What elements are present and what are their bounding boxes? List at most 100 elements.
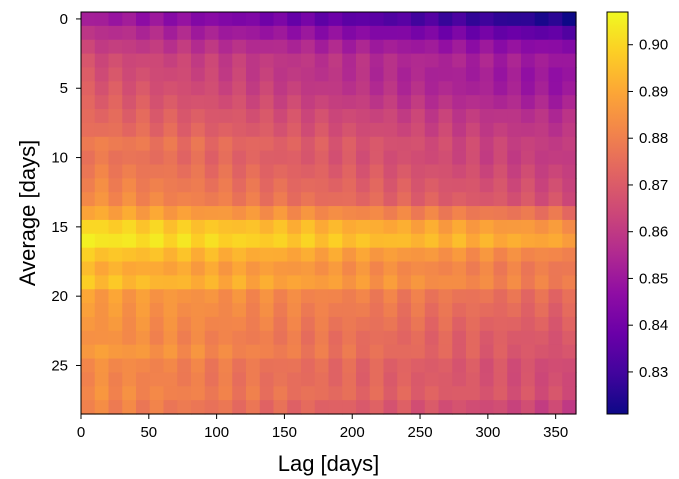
heatmap-cell (424, 81, 440, 96)
heatmap-cell (149, 39, 165, 55)
heatmap-cell (301, 275, 316, 290)
heatmap-cell (507, 164, 522, 179)
heatmap-cell (342, 53, 357, 69)
heatmap-cell (232, 233, 247, 249)
heatmap-cell (163, 247, 178, 263)
heatmap-cell (521, 192, 536, 207)
heatmap-cell (94, 39, 110, 55)
heatmap-cell (301, 109, 316, 124)
plot-frame (80, 11, 577, 415)
heatmap-cell (424, 316, 440, 332)
heatmap-cell (424, 330, 440, 346)
heatmap-cell (232, 358, 247, 374)
heatmap-cell (301, 81, 316, 96)
heatmap-cell (342, 358, 357, 374)
heatmap-cell (534, 53, 550, 69)
colorbar-tick-label: 0.87 (639, 177, 668, 194)
heatmap-cell (356, 386, 371, 401)
heatmap-cell (328, 358, 343, 374)
heatmap-cell (397, 53, 412, 69)
heatmap-cell (438, 247, 453, 263)
heatmap-cell (411, 178, 426, 193)
heatmap-cell (356, 275, 371, 290)
heatmap-cell (438, 303, 453, 318)
heatmap-cell (562, 261, 577, 276)
heatmap-cell (342, 400, 357, 415)
heatmap-cell (466, 136, 481, 152)
heatmap-cell (259, 261, 275, 276)
x-tick-label: 0 (77, 424, 85, 441)
heatmap-cell (493, 261, 508, 276)
heatmap-cell (246, 192, 261, 207)
heatmap-cell (149, 206, 165, 221)
heatmap-cell (191, 233, 206, 249)
heatmap-cell (383, 358, 398, 374)
heatmap-cell (328, 178, 343, 193)
heatmap-cell (383, 178, 398, 193)
heatmap-cell (493, 81, 508, 96)
heatmap-cell (136, 67, 151, 82)
heatmap-cell (177, 25, 192, 41)
heatmap-cell (218, 386, 233, 401)
heatmap-cell (521, 247, 536, 263)
heatmap-cell (149, 219, 165, 235)
heatmap-cell (548, 39, 563, 55)
y-tick-label: 5 (60, 80, 68, 97)
heatmap-cell (424, 95, 440, 110)
x-tick-label: 150 (272, 424, 297, 441)
heatmap-cell (177, 303, 192, 318)
heatmap-cell (191, 330, 206, 346)
heatmap-cell (108, 386, 123, 401)
heatmap-cell (479, 247, 495, 263)
heatmap-cell (397, 192, 412, 207)
heatmap-cell (94, 206, 110, 221)
heatmap-cell (314, 192, 330, 207)
heatmap-cell (204, 303, 220, 318)
heatmap-cell (204, 344, 220, 360)
heatmap-cell (81, 39, 96, 55)
heatmap-cell (562, 400, 577, 415)
heatmap-cell (191, 344, 206, 360)
heatmap-cell (191, 67, 206, 82)
heatmap-cell (163, 81, 178, 96)
heatmap-cell (163, 233, 178, 249)
heatmap-cell (466, 206, 481, 221)
heatmap-cell (204, 39, 220, 55)
heatmap-cell (108, 39, 123, 55)
heatmap-cell (424, 164, 440, 179)
heatmap-cell (411, 206, 426, 221)
heatmap-cell (507, 330, 522, 346)
heatmap-cell (136, 261, 151, 276)
heatmap-cell (493, 247, 508, 263)
heatmap-cell (287, 400, 302, 415)
heatmap-cell (424, 386, 440, 401)
heatmap-cell (479, 67, 495, 82)
heatmap-cell (287, 372, 302, 387)
heatmap-cell (218, 53, 233, 69)
heatmap-cell (328, 164, 343, 179)
heatmap-cell (383, 275, 398, 290)
heatmap-cell (259, 67, 275, 82)
heatmap-cell (479, 386, 495, 401)
heatmap-cell (479, 192, 495, 207)
heatmap-cell (397, 150, 412, 166)
heatmap-cell (438, 25, 453, 41)
heatmap-cell (301, 219, 316, 235)
heatmap-cell (218, 358, 233, 374)
heatmap-cell (287, 233, 302, 249)
heatmap-cell (493, 358, 508, 374)
heatmap-cell (411, 122, 426, 138)
heatmap-cell (287, 330, 302, 346)
heatmap-cell (548, 372, 563, 387)
heatmap-cell (507, 303, 522, 318)
heatmap-cell (273, 386, 288, 401)
colorbar-ticks: 0.83 0.84 0.85 0.86 0.87 0.88 0.89 0.90 (628, 37, 668, 381)
heatmap-cell (108, 67, 123, 82)
heatmap-cell (438, 95, 453, 110)
heatmap-cell (328, 67, 343, 82)
heatmap-cell (273, 233, 288, 249)
heatmap-cell (246, 386, 261, 401)
heatmap-cell (369, 95, 385, 110)
heatmap-cell (191, 109, 206, 124)
